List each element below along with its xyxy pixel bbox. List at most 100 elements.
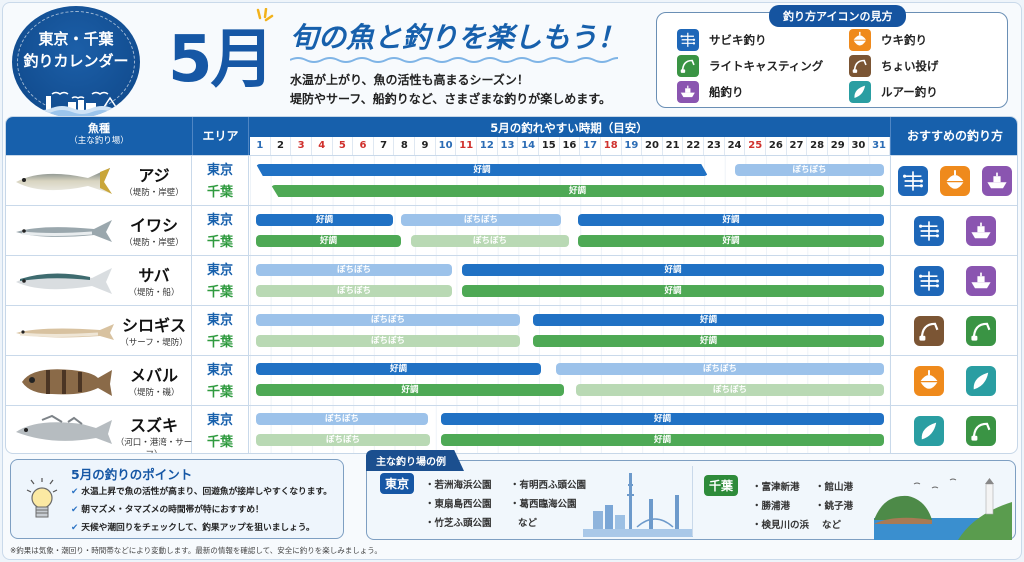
bar-tokyo-fair: ぼちぼち bbox=[256, 314, 520, 326]
tips-panel: 5月の釣りのポイント ✔ 水温上昇で魚の活性が高まり、回遊魚が接岸しやすくなります… bbox=[10, 459, 344, 539]
check-icon: ✔ bbox=[71, 487, 79, 497]
day: 12 bbox=[477, 137, 498, 155]
day: 6 bbox=[353, 137, 374, 155]
recommended-methods bbox=[890, 406, 1017, 453]
area-chiba: 千葉 bbox=[206, 385, 233, 400]
bar-chiba-good: 好調 bbox=[256, 384, 564, 396]
bar-tokyo-good: 好調 bbox=[441, 413, 884, 425]
bar-chiba-fair: ぼちぼち bbox=[256, 285, 452, 297]
recommended-methods bbox=[890, 356, 1017, 405]
icon-legend: 釣り方アイコンの見方 サビキ釣り ウキ釣り ライトキャスティング ちょい投げ 船… bbox=[656, 5, 1008, 108]
legend-item-lure: ルアー釣り bbox=[849, 81, 938, 103]
day: 28 bbox=[807, 137, 828, 155]
header-area: エリア bbox=[192, 117, 249, 155]
day: 23 bbox=[704, 137, 725, 155]
legend-label: ちょい投げ bbox=[881, 59, 939, 73]
iwashi-fish-image bbox=[16, 220, 112, 242]
boat-icon bbox=[982, 165, 1012, 196]
lure-icon bbox=[914, 415, 944, 446]
spot-item: ・有明西ふ頭公園 bbox=[510, 480, 587, 491]
bar-chiba-good: 好調 bbox=[441, 434, 884, 446]
bar-tokyo-good: 好調 bbox=[256, 363, 541, 375]
recommended-methods bbox=[890, 156, 1017, 205]
spot-item: ・若洲海浜公園 bbox=[425, 480, 492, 491]
bar-tokyo-fair: ぼちぼち bbox=[556, 363, 884, 375]
spot-item: ・銚子港 bbox=[815, 501, 854, 512]
bar-chiba-good: 好調 bbox=[271, 185, 884, 197]
header-period: 5月の釣れやすい時期（目安） bbox=[490, 121, 648, 135]
spot-item: ・検見川の浜 bbox=[752, 520, 810, 531]
bar-tokyo-good: 好調 bbox=[462, 264, 884, 276]
spots-tokyo-label: 東京 bbox=[380, 473, 415, 494]
badge-title: 釣りカレンダー bbox=[23, 52, 129, 70]
title-badge: 東京・千葉 釣りカレンダー bbox=[12, 6, 140, 118]
day: 20 bbox=[642, 137, 663, 155]
recommended-methods bbox=[890, 256, 1017, 305]
table-row-suzuki: スズキ （河口・港湾・サーフ） 東京 千葉 ぼちぼち 好調 ぼちぼち 好調 bbox=[6, 405, 1017, 453]
fish-spot: （堤防・岸壁） bbox=[124, 238, 184, 248]
bar-tokyo-fair: ぼちぼち bbox=[401, 214, 561, 226]
sabiki-icon bbox=[677, 29, 699, 51]
bar-chiba-fair: ぼちぼち bbox=[256, 335, 520, 347]
day: 15 bbox=[539, 137, 560, 155]
lure-icon bbox=[966, 365, 996, 396]
bar-tokyo-fair: ぼちぼち bbox=[735, 164, 884, 176]
spot-item: ・館山港 bbox=[815, 482, 854, 493]
area-chiba: 千葉 bbox=[206, 435, 233, 450]
bar-tokyo-fair: ぼちぼち bbox=[256, 413, 428, 425]
area-tokyo: 東京 bbox=[206, 363, 233, 378]
area-chiba: 千葉 bbox=[206, 185, 233, 200]
check-icon: ✔ bbox=[71, 523, 79, 533]
day: 17 bbox=[580, 137, 601, 155]
day: 22 bbox=[683, 137, 705, 155]
tip-item: ✔ 朝マズメ・タマズメの時間帯が特におすすめ！ bbox=[71, 505, 264, 515]
chiba-coast-image bbox=[874, 478, 1012, 540]
legend-label: ライトキャスティング bbox=[709, 59, 824, 73]
header-fish: 魚種 （主な釣り場） bbox=[69, 122, 129, 146]
fish-name: イワシ bbox=[129, 216, 178, 235]
day: 2 bbox=[271, 137, 292, 155]
bar-chiba-fair: ぼちぼち bbox=[576, 384, 884, 396]
day: 27 bbox=[787, 137, 808, 155]
legend-label: 船釣り bbox=[709, 85, 744, 99]
day: 24 bbox=[725, 137, 746, 155]
headline: 旬の魚と釣りを楽しもう！ bbox=[290, 21, 626, 54]
day: 1 bbox=[250, 137, 271, 155]
shirogisu-fish-image bbox=[16, 324, 114, 340]
header-recommend: おすすめの釣り方 bbox=[890, 117, 1017, 155]
light-casting-icon bbox=[966, 415, 996, 446]
fish-spot: （堤防・船） bbox=[128, 288, 180, 298]
spots-chiba-label: 千葉 bbox=[704, 475, 739, 496]
legend-item-boat: 船釣り bbox=[677, 81, 744, 103]
saba-fish-image bbox=[16, 268, 112, 294]
area-tokyo: 東京 bbox=[206, 163, 233, 178]
boat-icon bbox=[966, 215, 996, 246]
day: 31 bbox=[869, 137, 890, 155]
day: 16 bbox=[560, 137, 581, 155]
bar-tokyo-good: 好調 bbox=[256, 214, 393, 226]
bar-chiba-good: 好調 bbox=[256, 235, 401, 247]
divider bbox=[692, 466, 693, 536]
day: 4 bbox=[312, 137, 333, 155]
lightbulb-icon bbox=[26, 478, 58, 518]
footnote: ※釣果は気象・潮回り・時間帯などにより変動します。最新の情報を確認して、安全に釣… bbox=[10, 546, 382, 555]
sabiki-icon bbox=[914, 215, 944, 246]
bar-tokyo-good: 好調 bbox=[578, 214, 884, 226]
tips-title: 5月の釣りのポイント bbox=[71, 467, 193, 482]
tip-item: ✔ 天候や潮回りをチェックして、釣果アップを狙いましょう。 bbox=[71, 523, 315, 533]
day: 9 bbox=[415, 137, 436, 155]
bar-tokyo-fair: ぼちぼち bbox=[256, 264, 452, 276]
tokyo-skyline-image bbox=[583, 473, 693, 537]
table-row-iwashi: イワシ （堤防・岸壁） 東京 千葉 好調 ぼちぼち 好調 好調 ぼちぼち 好調 bbox=[6, 205, 1017, 255]
day: 18 bbox=[601, 137, 622, 155]
check-icon: ✔ bbox=[71, 505, 79, 515]
day: 14 bbox=[518, 137, 539, 155]
choi-nage-icon bbox=[914, 315, 944, 346]
fish-name: サバ bbox=[138, 266, 170, 285]
bar-tokyo-good: 好調 bbox=[256, 164, 708, 176]
fish-name: スズキ bbox=[129, 416, 178, 435]
day: 29 bbox=[828, 137, 849, 155]
legend-label: ウキ釣り bbox=[881, 33, 927, 47]
badge-region: 東京・千葉 bbox=[38, 30, 114, 48]
bar-chiba-good: 好調 bbox=[533, 335, 884, 347]
